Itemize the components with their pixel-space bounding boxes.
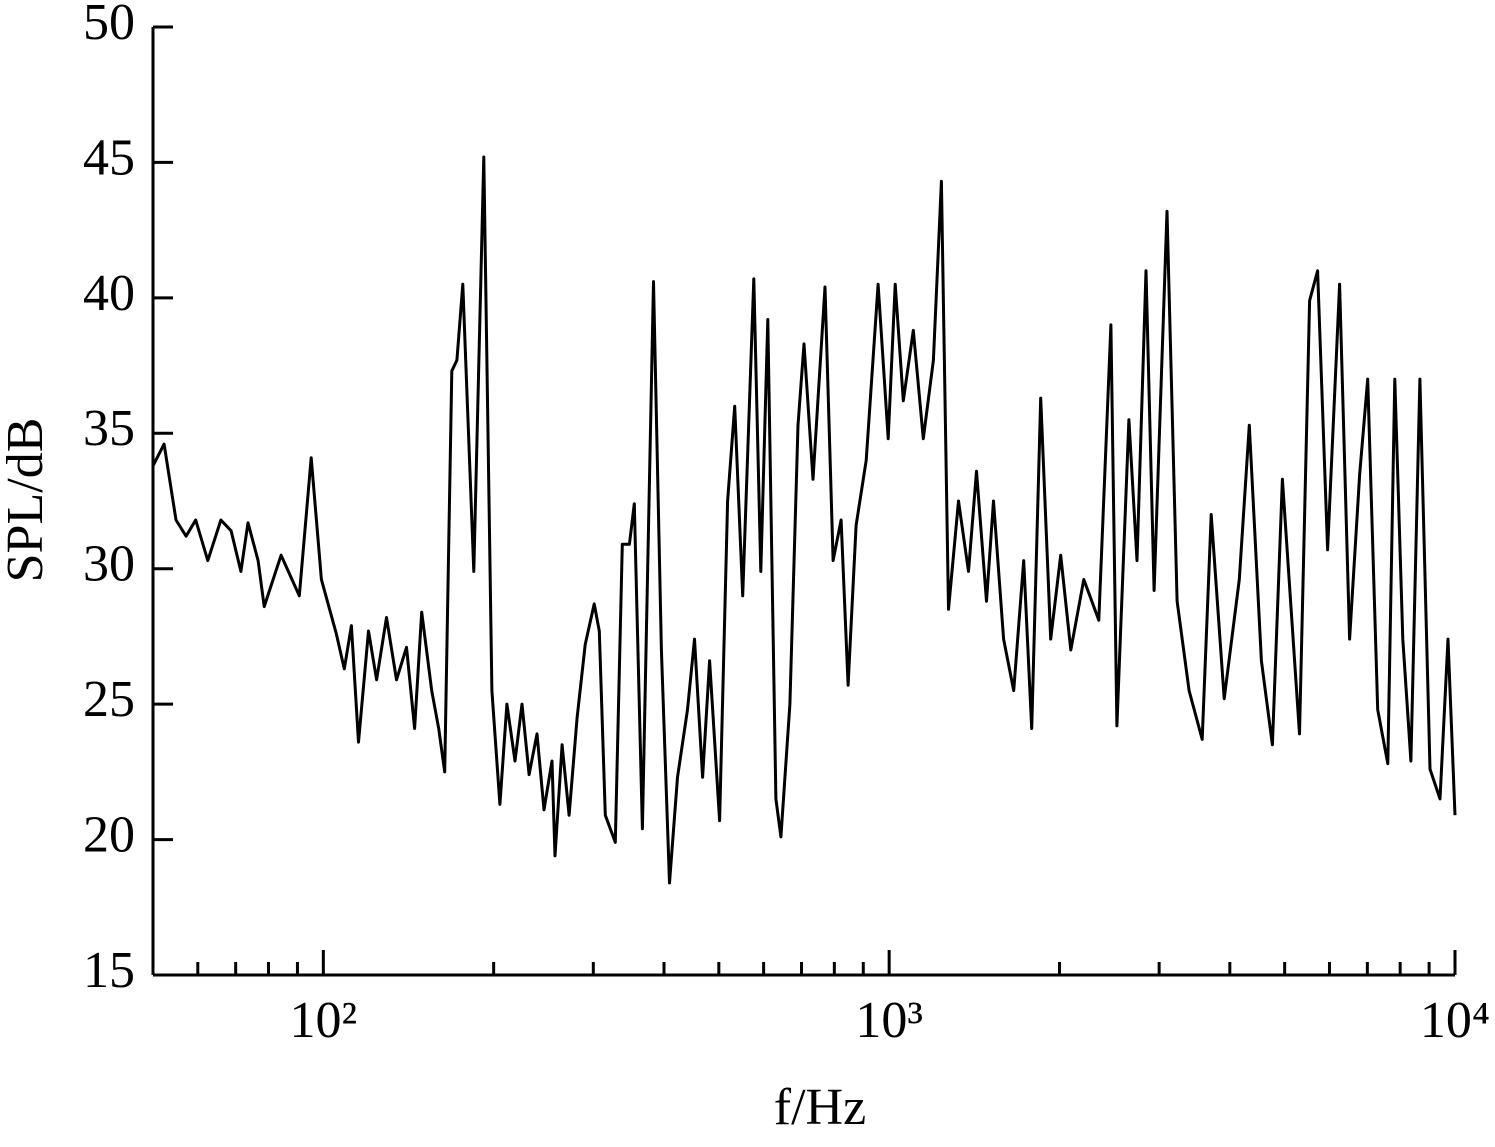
y-tick-label: 20	[83, 807, 135, 864]
y-tick-label: 30	[83, 536, 135, 593]
y-tick-label: 45	[83, 129, 135, 186]
x-tick-label: 10⁴	[1420, 992, 1490, 1049]
x-axis-label: f/Hz	[774, 1079, 866, 1136]
y-axis-label: SPL/dB	[0, 418, 54, 583]
x-tick-label: 10³	[855, 992, 923, 1049]
data-line	[151, 155, 1457, 885]
y-tick-label: 15	[83, 942, 135, 999]
y-tick-label: 50	[83, 0, 135, 51]
y-tick-label: 40	[83, 265, 135, 322]
y-tick-label: 35	[83, 400, 135, 457]
y-tick-label: 25	[83, 671, 135, 728]
x-tick-label: 10²	[290, 992, 358, 1049]
